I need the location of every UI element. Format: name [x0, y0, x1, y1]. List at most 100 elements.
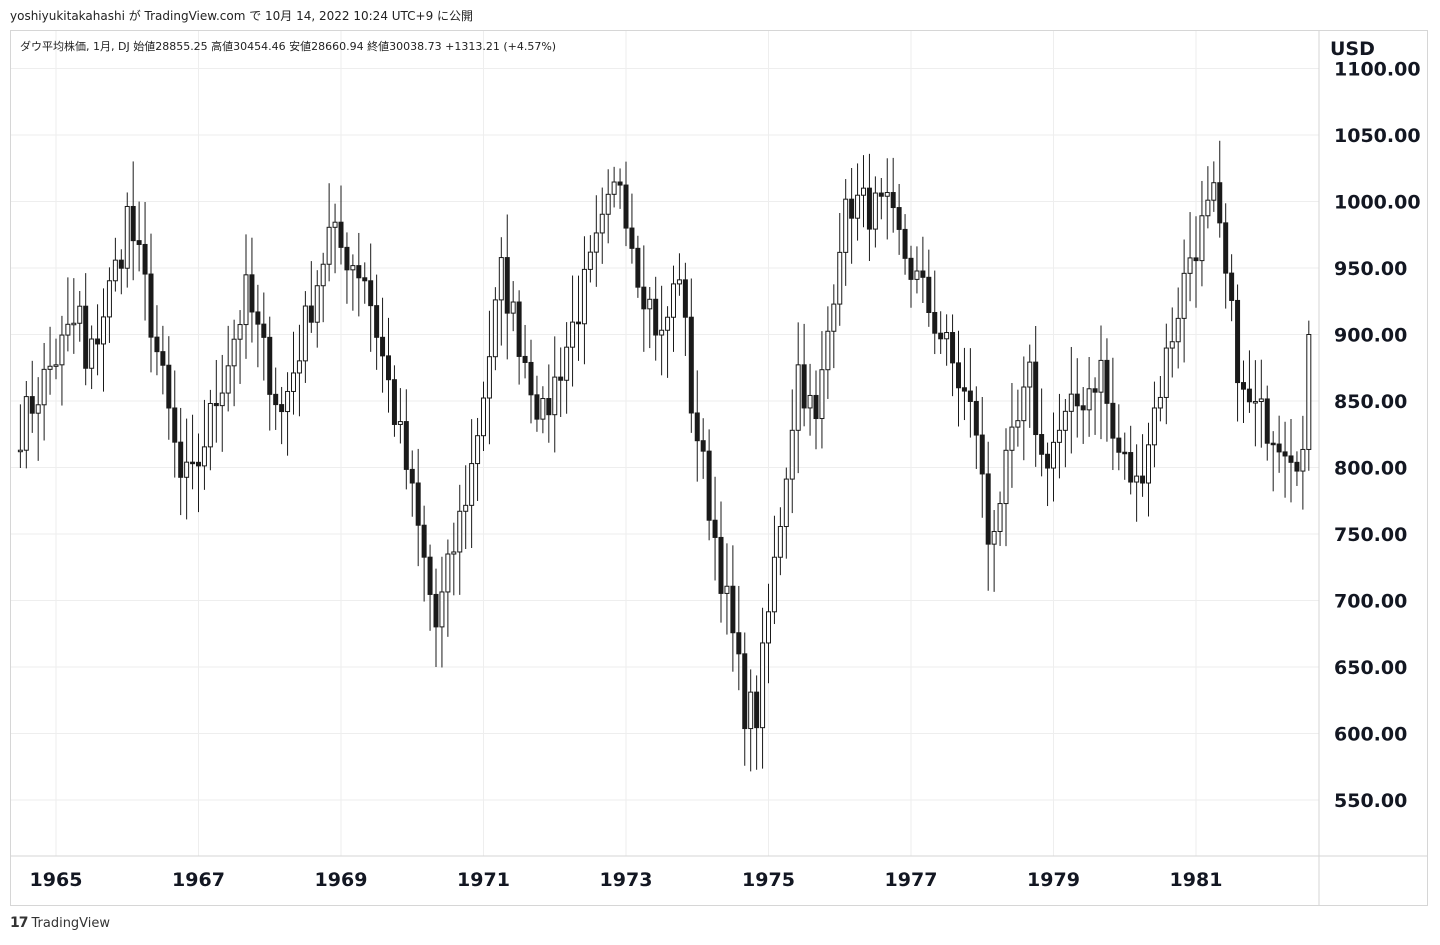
candle-body [504, 257, 510, 314]
candle-body [59, 334, 65, 366]
candle-body [243, 274, 249, 326]
candle-body [475, 435, 481, 465]
candle-body [17, 449, 23, 453]
candle-body [279, 404, 285, 413]
candle-body [486, 356, 492, 399]
candle-body [1294, 461, 1300, 472]
candle-body [1122, 451, 1128, 455]
candle-body [368, 280, 374, 307]
candle-body [522, 355, 528, 363]
y-tick-label: 900.00 [1334, 325, 1407, 347]
candle-body [302, 305, 308, 362]
candle-body [789, 429, 795, 480]
candle-body [676, 279, 682, 285]
candle-body [326, 226, 332, 265]
candle-body [979, 434, 985, 475]
candle-body [1246, 388, 1252, 403]
candle-body [605, 193, 611, 215]
candle-body [124, 205, 130, 269]
candle-body [694, 412, 700, 442]
candle-body [534, 394, 540, 420]
candle-body [469, 463, 475, 506]
candle-body [938, 332, 944, 340]
candle-body [1199, 215, 1205, 262]
candle-body [902, 228, 908, 259]
candle-body [1146, 444, 1151, 484]
tradingview-footer[interactable]: 17 TradingView [10, 915, 110, 931]
candle-body [766, 611, 771, 644]
candle-body [795, 364, 801, 431]
candle-body [1039, 434, 1045, 455]
x-tick-label: 1975 [742, 869, 795, 891]
candle-body [439, 591, 445, 628]
candle-body [724, 585, 730, 594]
candle-body [1110, 402, 1116, 439]
candle-body [184, 461, 190, 478]
candle-body [338, 221, 344, 248]
candle-body [53, 364, 59, 367]
candle-body [540, 398, 546, 420]
candle-body [391, 379, 397, 425]
candle-body [481, 397, 486, 437]
candle-body [41, 368, 47, 406]
candle-body [849, 198, 855, 219]
y-tick-label: 950.00 [1334, 258, 1407, 280]
candle-body [1045, 453, 1051, 469]
candle-body [154, 336, 160, 353]
x-tick-label: 1979 [1027, 869, 1080, 891]
candle-body [118, 259, 124, 269]
candle-body [837, 251, 843, 305]
candle-body [1282, 451, 1288, 457]
candle-body [914, 270, 920, 280]
candle-body [1306, 334, 1312, 450]
candle-body [647, 298, 653, 310]
candle-body [166, 364, 172, 409]
candle-body [1217, 182, 1223, 224]
candle-body [112, 259, 118, 282]
candle-body [136, 240, 142, 245]
candle-body [581, 268, 587, 325]
candle-body [1151, 407, 1157, 446]
candle-body [29, 396, 35, 414]
candle-body [819, 369, 825, 420]
candle-body [178, 441, 184, 478]
candle-body [207, 402, 213, 448]
candle-body [1051, 441, 1056, 469]
candle-body [1252, 401, 1258, 404]
candle-body [142, 243, 148, 275]
candle-body [861, 187, 866, 196]
candle-body [558, 376, 564, 381]
candle-body [445, 553, 451, 593]
candle-body [801, 364, 807, 409]
candle-body [587, 251, 593, 270]
candle-body [944, 332, 950, 340]
candle-body [1241, 382, 1246, 390]
candle-body [878, 192, 884, 197]
candle-body [617, 181, 623, 186]
candle-body [1276, 443, 1282, 453]
candle-body [682, 279, 688, 318]
candle-body [991, 530, 997, 545]
candle-body [1264, 398, 1270, 444]
candle-body [23, 396, 29, 451]
candle-body [1080, 405, 1086, 411]
candle-body [267, 336, 273, 395]
candle-body [83, 305, 89, 369]
candle-body [77, 305, 83, 324]
candle-body [777, 526, 783, 558]
candle-body [237, 324, 243, 340]
candle-body [201, 446, 207, 467]
candle-body [1169, 341, 1175, 349]
candle-body [1300, 448, 1306, 472]
candle-body [255, 311, 261, 325]
candle-body [570, 321, 576, 348]
candle-body [831, 303, 837, 332]
y-tick-label: 750.00 [1334, 524, 1407, 546]
candle-body [148, 273, 154, 338]
candle-body [985, 473, 991, 545]
candle-body [273, 393, 279, 406]
y-tick-label: 1100.00 [1334, 59, 1421, 81]
candle-body [314, 285, 320, 323]
chart-frame [10, 30, 1428, 906]
